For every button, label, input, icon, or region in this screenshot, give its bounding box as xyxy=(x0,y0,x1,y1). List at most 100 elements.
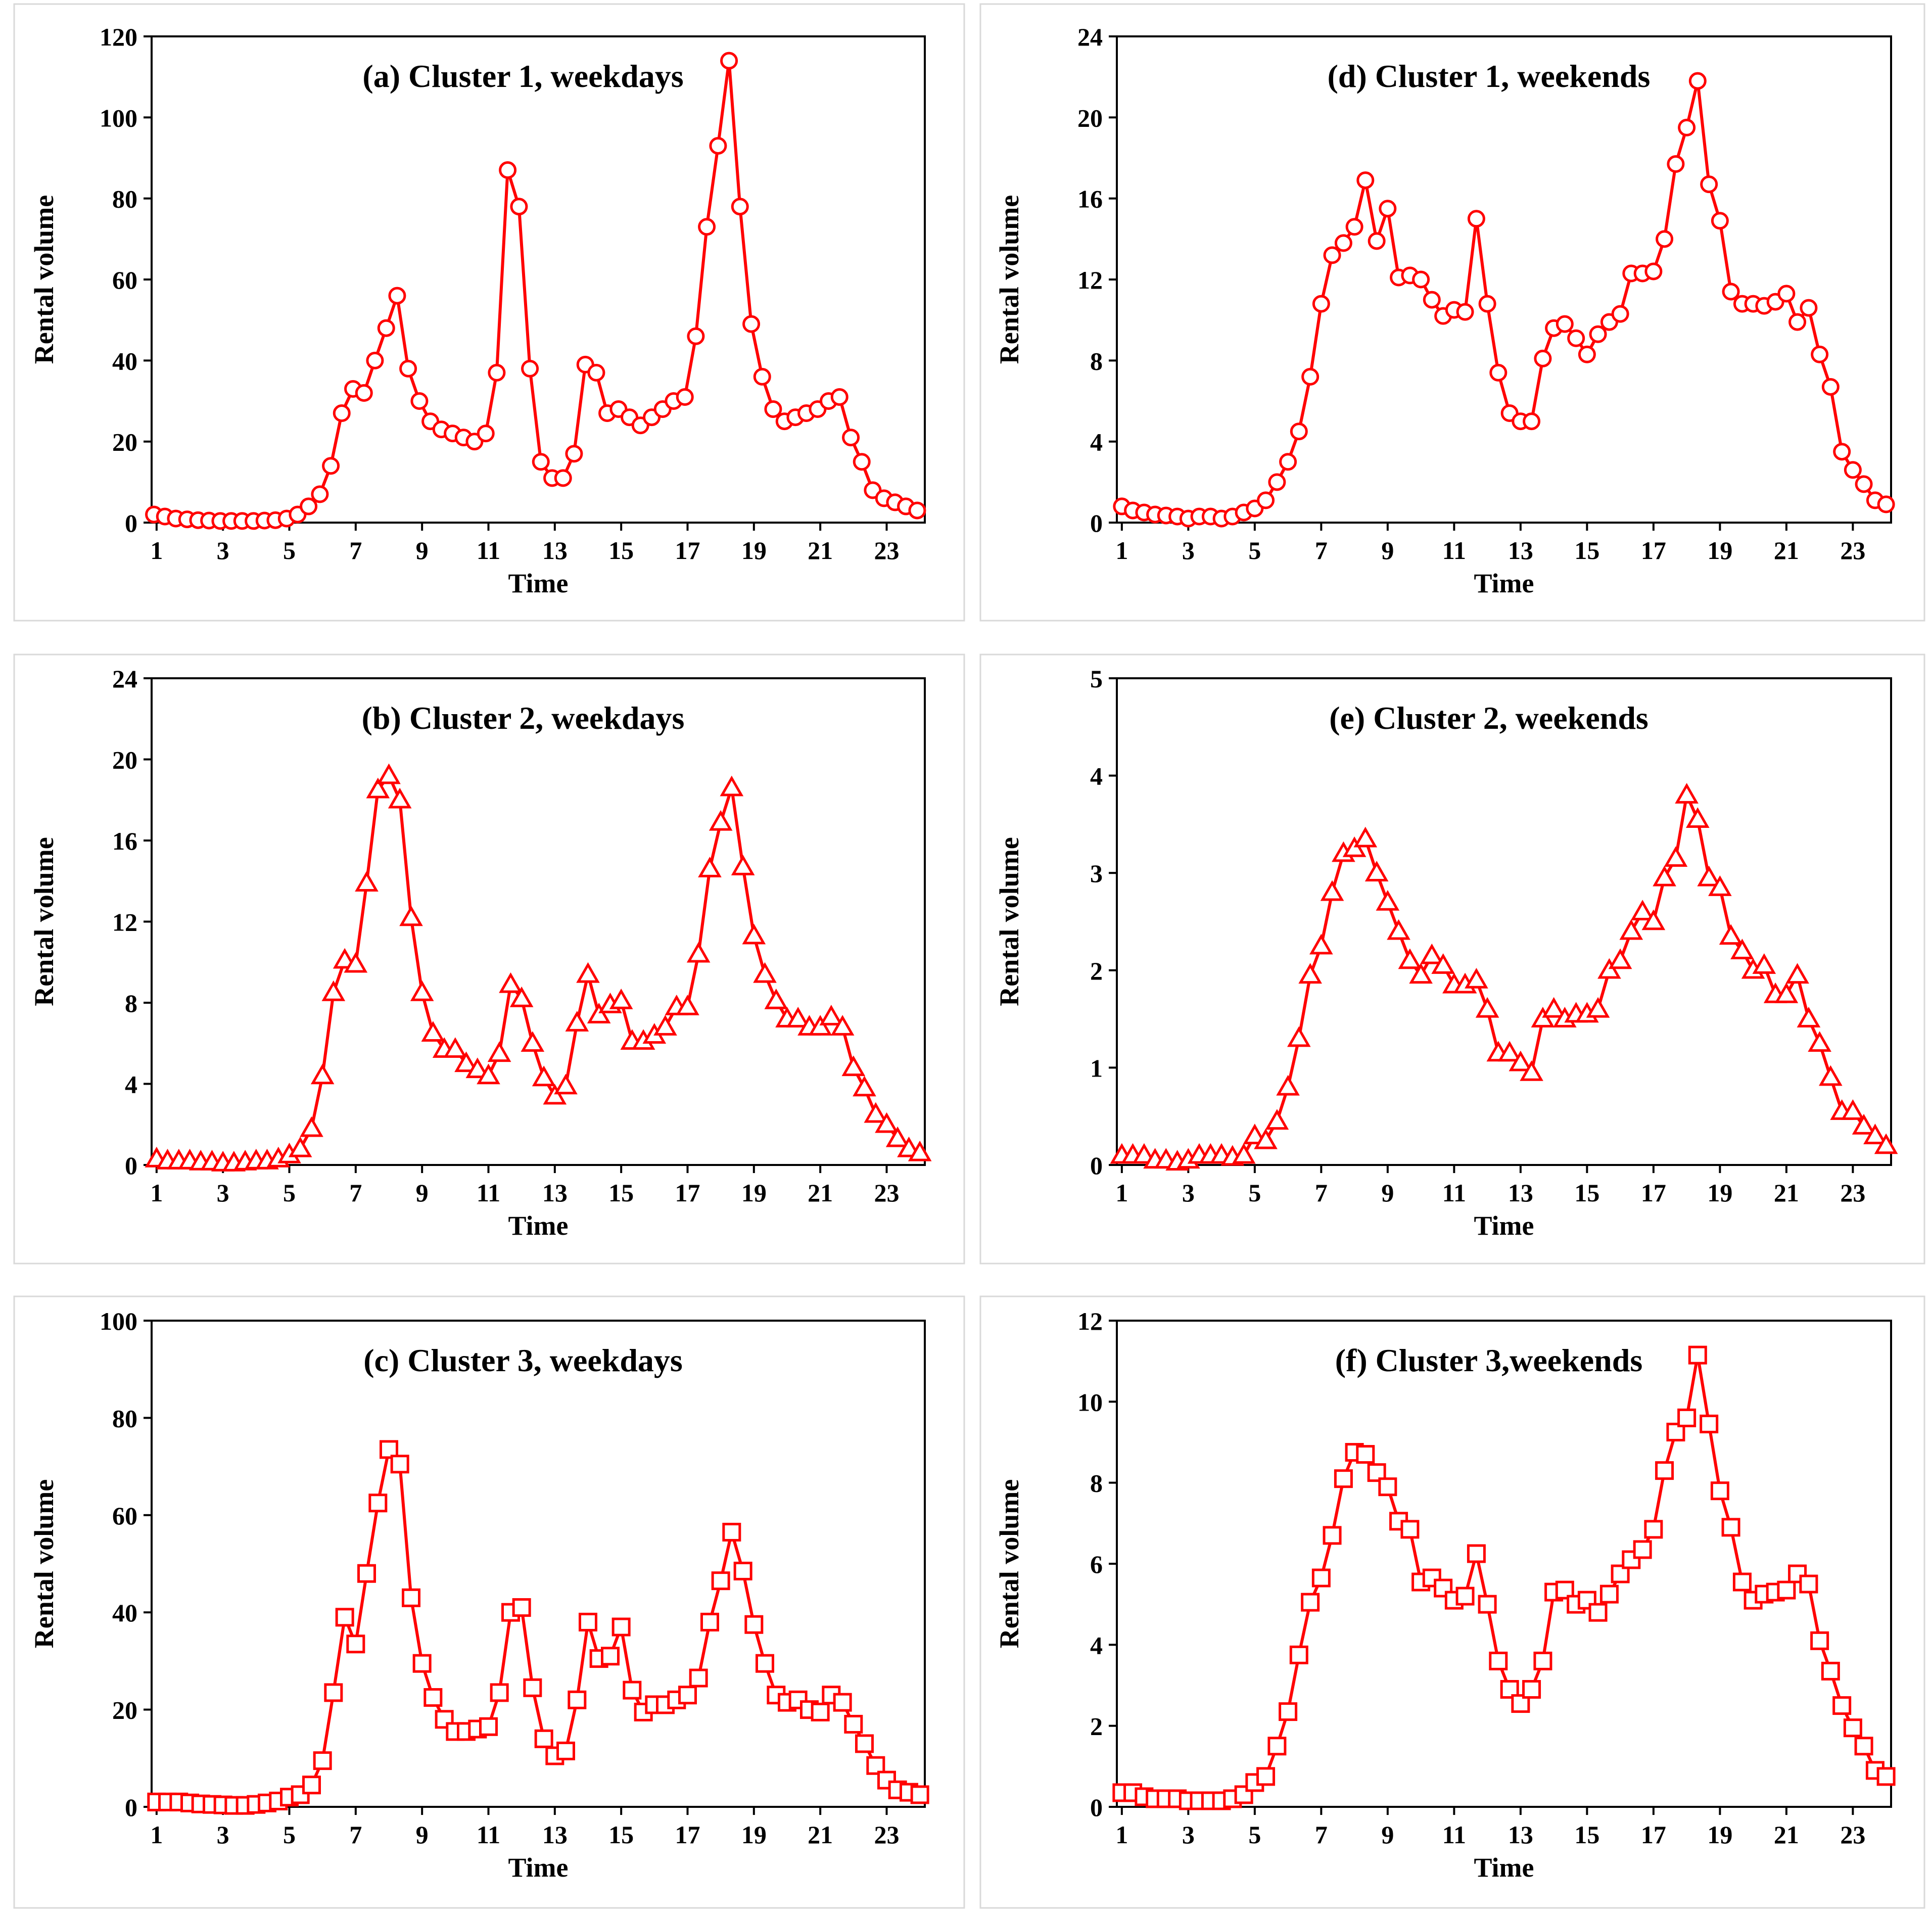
x-tick-label: 5 xyxy=(283,1179,296,1207)
x-tick-label: 23 xyxy=(1840,536,1865,565)
data-point xyxy=(1686,807,1710,828)
data-point xyxy=(421,1021,445,1042)
data-point xyxy=(388,787,412,809)
data-point xyxy=(853,1076,876,1097)
data-point xyxy=(366,777,390,799)
figure-frame xyxy=(979,1295,1925,1909)
data-point xyxy=(1312,295,1330,313)
data-point xyxy=(1257,491,1275,509)
data-point xyxy=(910,1785,929,1804)
data-point xyxy=(808,1015,832,1036)
y-tick-label: 80 xyxy=(112,1404,137,1432)
y-tick-label: 40 xyxy=(112,347,137,375)
data-point xyxy=(534,1729,553,1748)
data-point xyxy=(764,400,782,418)
data-point xyxy=(1644,262,1663,281)
y-tick-label: 20 xyxy=(112,746,137,774)
data-point xyxy=(786,1007,810,1028)
x-tick-label: 11 xyxy=(1442,1179,1466,1207)
data-point xyxy=(1788,313,1807,331)
data-point xyxy=(1320,880,1344,901)
data-point xyxy=(676,994,699,1015)
x-tick-label: 13 xyxy=(542,1179,568,1207)
data-point xyxy=(377,763,401,784)
data-point xyxy=(811,1702,830,1721)
data-point xyxy=(1256,1767,1276,1786)
data-point xyxy=(300,1116,323,1137)
x-tick-label: 19 xyxy=(741,1820,767,1849)
data-point xyxy=(310,1063,335,1085)
data-point xyxy=(1578,345,1596,363)
data-point xyxy=(844,1714,863,1734)
data-point xyxy=(465,1057,490,1079)
data-point xyxy=(623,1680,642,1700)
y-axis-title: Rental volume xyxy=(994,837,1024,1006)
data-point xyxy=(1455,1586,1475,1606)
x-tick-label: 11 xyxy=(477,1179,500,1207)
data-point xyxy=(1844,461,1862,479)
x-tick-label: 1 xyxy=(150,1179,163,1207)
data-point xyxy=(1309,933,1333,955)
data-point xyxy=(1311,1568,1331,1588)
data-point xyxy=(509,986,534,1007)
data-point xyxy=(1777,1580,1796,1600)
y-tick-label: 60 xyxy=(112,1502,137,1530)
data-point xyxy=(1711,212,1729,230)
y-tick-label: 20 xyxy=(112,428,137,456)
data-point xyxy=(1323,246,1341,264)
data-point xyxy=(609,988,633,1009)
data-point xyxy=(1821,378,1840,396)
data-point xyxy=(722,1522,741,1542)
x-tick-label: 1 xyxy=(150,1820,163,1849)
y-tick-label: 24 xyxy=(1077,23,1103,51)
y-tick-label: 12 xyxy=(1077,1307,1103,1335)
data-point xyxy=(1556,315,1574,333)
data-point xyxy=(1874,1133,1898,1154)
data-point xyxy=(1688,1345,1707,1365)
data-point xyxy=(687,327,705,345)
x-tick-label: 1 xyxy=(1115,1820,1128,1849)
data-point xyxy=(587,363,605,382)
data-point xyxy=(1630,900,1655,920)
data-point xyxy=(689,1668,708,1688)
data-point xyxy=(842,429,860,447)
x-tick-label: 9 xyxy=(1381,1820,1394,1849)
data-point xyxy=(532,453,550,471)
figure-frame xyxy=(979,3,1925,622)
data-point xyxy=(1589,325,1607,343)
data-point xyxy=(1611,305,1629,323)
data-point xyxy=(1656,230,1674,248)
data-point xyxy=(1832,1696,1852,1715)
data-point xyxy=(368,1493,388,1513)
x-tick-label: 5 xyxy=(1248,1179,1261,1207)
data-point xyxy=(288,1136,312,1157)
data-point xyxy=(855,1734,874,1753)
data-point xyxy=(346,1635,365,1654)
x-tick-label: 3 xyxy=(1182,536,1195,565)
x-tick-label: 19 xyxy=(741,536,767,565)
data-point xyxy=(1522,1680,1541,1699)
data-point xyxy=(1511,1694,1530,1713)
figure-frame xyxy=(13,1295,965,1909)
data-point xyxy=(443,1037,467,1058)
data-point xyxy=(1376,890,1400,911)
data-point xyxy=(1475,997,1499,1018)
y-axis-title: Rental volume xyxy=(29,1479,59,1648)
data-point xyxy=(1655,1461,1674,1480)
y-tick-label: 3 xyxy=(1090,859,1103,888)
x-tick-label: 7 xyxy=(1315,1820,1328,1849)
x-tick-label: 23 xyxy=(874,536,899,565)
data-point xyxy=(1644,1520,1663,1539)
data-point xyxy=(1785,963,1809,984)
data-point xyxy=(1323,1526,1342,1545)
data-point xyxy=(1808,1031,1831,1052)
data-point xyxy=(510,198,528,216)
data-point xyxy=(600,1647,620,1666)
x-tick-label: 19 xyxy=(1707,1179,1732,1207)
data-point xyxy=(1675,783,1699,804)
y-tick-label: 4 xyxy=(1090,762,1103,790)
data-point xyxy=(1599,1584,1619,1604)
data-point xyxy=(1752,953,1776,974)
data-point xyxy=(1688,72,1707,90)
